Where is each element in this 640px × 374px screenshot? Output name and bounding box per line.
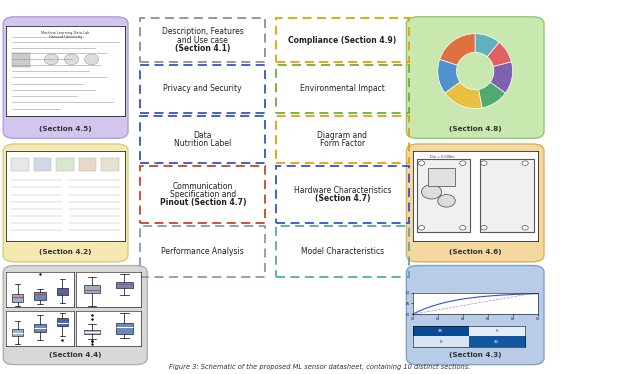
Bar	[140, 116, 266, 163]
Circle shape	[460, 161, 466, 165]
Text: Hardware Characteristics: Hardware Characteristics	[294, 186, 391, 195]
Bar	[276, 116, 409, 163]
Bar	[417, 159, 470, 232]
Circle shape	[419, 226, 425, 230]
Text: Communication: Communication	[173, 182, 233, 191]
Circle shape	[522, 161, 528, 165]
Text: Form Factor: Form Factor	[320, 139, 365, 148]
Text: (Section 4.7): (Section 4.7)	[314, 194, 370, 203]
Bar	[140, 226, 266, 277]
Text: Figure 3: Schematic of the proposed ML sensor datasheet, containing 10 distinct : Figure 3: Schematic of the proposed ML s…	[170, 364, 470, 370]
FancyBboxPatch shape	[406, 17, 544, 138]
Bar	[140, 65, 266, 113]
Wedge shape	[487, 42, 511, 67]
PathPatch shape	[57, 318, 68, 326]
Text: (Section 4.6): (Section 4.6)	[449, 249, 502, 255]
FancyBboxPatch shape	[406, 144, 544, 262]
Text: (Section 4.4): (Section 4.4)	[49, 352, 102, 358]
Text: Performance Analysis: Performance Analysis	[161, 247, 244, 256]
Circle shape	[65, 54, 79, 65]
Wedge shape	[438, 59, 460, 93]
Text: Pinout (Section 4.7): Pinout (Section 4.7)	[159, 198, 246, 207]
Text: Machine Learning Data Lab
Harvard University: Machine Learning Data Lab Harvard Univer…	[42, 31, 90, 39]
Text: Description, Features: Description, Features	[162, 27, 244, 37]
Bar	[11, 158, 29, 171]
Text: 45: 45	[438, 329, 444, 333]
Bar	[276, 226, 409, 277]
PathPatch shape	[12, 329, 23, 335]
Bar	[428, 168, 455, 186]
Text: Dia = 0.090m: Dia = 0.090m	[431, 155, 455, 159]
Bar	[56, 158, 74, 171]
Bar	[276, 18, 409, 62]
PathPatch shape	[35, 324, 45, 332]
Bar	[12, 53, 30, 67]
Circle shape	[419, 161, 425, 165]
Text: 42: 42	[494, 340, 499, 344]
Wedge shape	[490, 62, 513, 93]
PathPatch shape	[35, 292, 45, 300]
Circle shape	[422, 185, 442, 199]
Wedge shape	[440, 34, 476, 65]
Text: (Section 4.5): (Section 4.5)	[39, 126, 92, 132]
Text: Privacy and Security: Privacy and Security	[163, 84, 242, 94]
Bar	[276, 65, 409, 113]
PathPatch shape	[57, 288, 68, 295]
Bar	[101, 158, 119, 171]
Wedge shape	[475, 34, 499, 56]
FancyBboxPatch shape	[3, 17, 128, 138]
Text: (Section 4.2): (Section 4.2)	[39, 249, 92, 255]
Text: (Section 4.1): (Section 4.1)	[175, 44, 230, 53]
Bar	[140, 166, 266, 223]
Bar	[79, 158, 97, 171]
Bar	[276, 166, 409, 223]
Text: Data: Data	[193, 131, 212, 140]
Wedge shape	[445, 82, 482, 108]
PathPatch shape	[84, 329, 100, 334]
Text: (Section 4.3): (Section 4.3)	[449, 352, 502, 358]
Wedge shape	[479, 82, 506, 108]
Circle shape	[44, 54, 58, 65]
FancyBboxPatch shape	[3, 266, 147, 365]
Text: Environmental Impact: Environmental Impact	[300, 84, 385, 94]
Text: Specification and: Specification and	[170, 190, 236, 199]
Text: Nutrition Label: Nutrition Label	[174, 139, 232, 148]
PathPatch shape	[84, 285, 100, 293]
Text: Compliance (Section 4.9): Compliance (Section 4.9)	[288, 36, 396, 45]
Circle shape	[438, 194, 455, 207]
Text: (Section 4.8): (Section 4.8)	[449, 126, 502, 132]
FancyBboxPatch shape	[3, 144, 128, 262]
PathPatch shape	[116, 282, 132, 288]
Circle shape	[481, 226, 487, 230]
Circle shape	[460, 226, 466, 230]
Text: Model Characteristics: Model Characteristics	[301, 247, 384, 256]
Text: Diagram and: Diagram and	[317, 131, 367, 140]
Text: 8: 8	[440, 340, 442, 344]
Circle shape	[84, 54, 99, 65]
Bar	[34, 158, 51, 171]
Circle shape	[522, 226, 528, 230]
PathPatch shape	[12, 294, 23, 302]
Bar	[140, 18, 266, 62]
Bar	[480, 159, 534, 232]
PathPatch shape	[116, 324, 132, 334]
Text: and Use case: and Use case	[177, 36, 228, 45]
Circle shape	[481, 161, 487, 165]
FancyBboxPatch shape	[406, 266, 544, 365]
Text: 5: 5	[495, 329, 498, 333]
